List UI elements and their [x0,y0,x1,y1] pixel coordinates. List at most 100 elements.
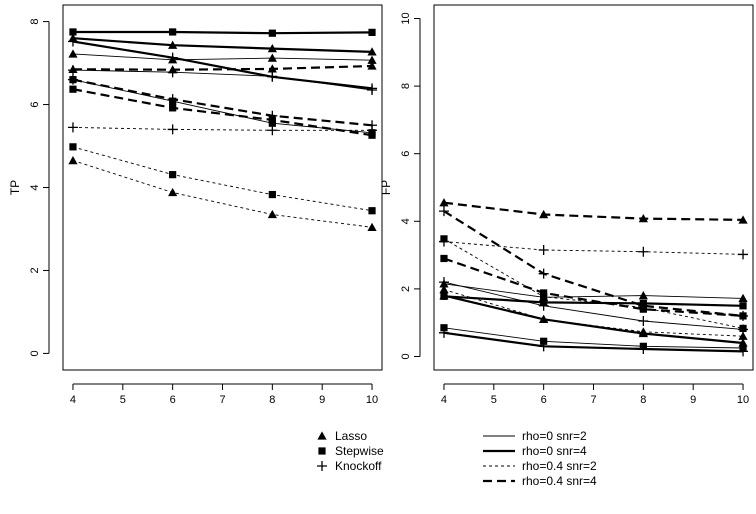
fp-point-plus [638,300,649,311]
fp-point-plus [638,315,649,326]
tp-point-plus [167,124,178,135]
fp-point-plus [538,245,549,256]
fp-point-plus [438,327,449,338]
tp-point-plus [367,83,378,94]
fp-y-tick-label: 2 [400,286,412,292]
fp-x-tick-label: 8 [640,394,646,406]
tp-x-tick-label: 4 [70,394,76,406]
fp-point-plus [438,236,449,247]
tp-point-square [169,28,177,36]
tp-point-square [69,143,77,151]
tp-series-line [72,160,373,228]
fp-series-line [443,289,744,337]
fp-series-line [443,257,744,317]
tp-point-square [368,131,376,139]
fp-point-square [540,298,548,307]
tp-point-square [69,28,77,36]
fp-point-plus [738,346,749,357]
tp-point-plus [67,36,78,47]
fp-x-tick-label: 4 [441,394,447,406]
legend-label-setting: rho=0.4 snr=4 [522,474,597,488]
tp-point-square [268,190,276,199]
fp-point-triangle [738,331,748,340]
fp-point-triangle [638,291,648,300]
tp-x-tick-label: 8 [269,394,275,406]
fp-point-triangle [738,215,748,224]
tp-series-line [72,88,373,137]
tp-point-square [69,85,77,93]
tp-point-square [169,104,177,112]
tp-point-triangle [267,53,277,62]
tp-point-triangle [367,47,377,56]
fp-y-axis-label: FP [379,180,393,195]
legend-label-stepwise: Stepwise [335,444,384,458]
tp-series-line [72,37,373,53]
tp-y-tick-label: 0 [29,350,41,356]
tp-point-triangle [68,155,78,165]
tp-point-triangle [68,64,78,73]
fp-series-line [443,294,744,345]
fp-point-square [739,324,747,333]
fp-point-triangle [638,327,648,336]
fp-series-line [443,295,744,307]
fp-x-tick-label: 9 [690,394,696,406]
fp-series-line [443,238,744,329]
tp-point-square [368,28,376,36]
tp-series-line [72,146,373,212]
tp-point-plus [67,74,78,85]
tp-point-triangle [168,187,178,197]
fp-point-triangle [738,338,748,347]
legend-label-setting: rho=0 snr=4 [522,444,587,458]
fp-point-square [739,302,747,310]
fp-point-plus [738,249,749,260]
fp-point-square [440,254,448,263]
fp-series-line [443,331,744,353]
tp-series-line [72,126,372,131]
fp-point-plus [438,206,449,217]
legend-marker-triangle [317,431,327,440]
fp-point-square [440,292,448,300]
fp-plot-frame [433,4,754,371]
tp-x-tick-label: 10 [366,394,378,406]
fp-point-square [540,337,548,345]
fp-point-plus [538,268,549,279]
tp-point-plus [267,125,278,136]
fp-series-line [443,281,744,330]
tp-series-line [72,69,373,91]
tp-series-line [72,64,373,71]
fp-point-plus [638,246,649,257]
tp-y-tick-label: 4 [29,184,41,190]
tp-point-triangle [168,40,178,49]
tp-point-triangle [267,64,277,73]
fp-point-plus [638,344,649,355]
tp-point-plus [167,94,178,105]
tp-x-tick-label: 5 [120,394,126,406]
tp-x-tick-label: 6 [170,394,176,406]
tp-point-triangle [68,49,78,58]
fp-point-plus [738,310,749,321]
tp-point-triangle [168,65,178,74]
fp-point-triangle [539,209,549,219]
legend-label-setting: rho=0 snr=2 [522,429,587,443]
fp-point-triangle [638,213,648,223]
tp-point-square [368,207,376,215]
tp-panel: 4 5 6 7 8 9 10 0 2 4 6 8 TP [8,4,383,406]
fp-series-line [443,283,744,299]
fp-point-square [440,324,448,332]
fp-point-square [540,289,548,297]
fp-x-tick-label: 7 [590,394,596,406]
fp-y-tick-label: 0 [400,353,412,359]
legend-label-knockoff: Knockoff [335,459,382,473]
tp-point-triangle [367,55,377,64]
tp-point-square [169,171,177,179]
tp-point-plus [167,52,178,63]
tp-y-tick-label: 2 [29,267,41,273]
legend-label-setting: rho=0.4 snr=2 [522,459,597,473]
fp-point-triangle [738,293,748,303]
fp-y-tick-label: 4 [400,218,412,224]
tp-point-plus [267,71,278,82]
fp-series-line [443,201,744,221]
tp-series-line [73,30,373,35]
